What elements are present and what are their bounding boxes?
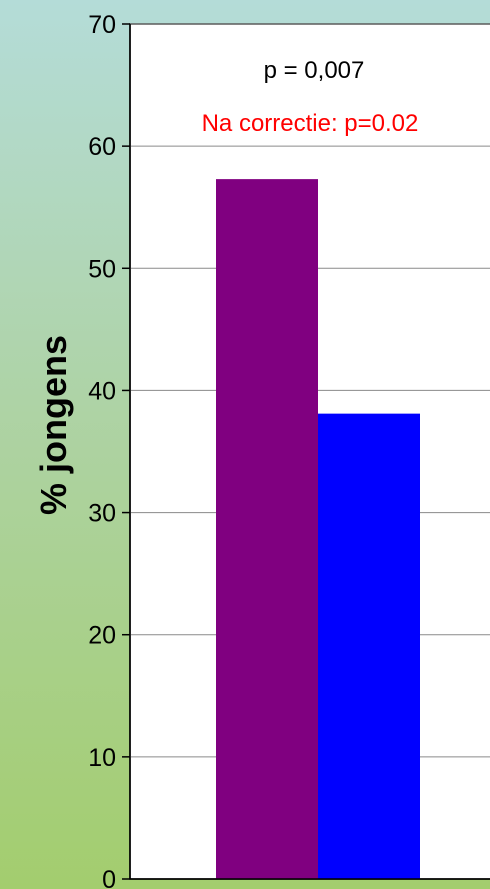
correction-annotation: Na correctie: p=0.02 xyxy=(202,110,419,137)
y-tick-label: 30 xyxy=(88,500,116,528)
y-axis-label: % jongens xyxy=(33,335,74,515)
y-axis-ticks: 0 10 20 30 40 50 60 70 xyxy=(88,11,130,889)
bar-1 xyxy=(216,179,318,879)
y-tick-label: 50 xyxy=(88,255,116,283)
y-tick-label: 20 xyxy=(88,622,116,650)
y-tick-label: 10 xyxy=(88,744,116,772)
y-tick-label: 60 xyxy=(88,133,116,161)
y-tick-label: 70 xyxy=(88,11,116,39)
bars xyxy=(216,179,420,879)
p-value-annotation: p = 0,007 xyxy=(264,57,365,84)
y-tick-label: 0 xyxy=(102,866,116,889)
bar-2 xyxy=(318,413,420,879)
y-tick-label: 40 xyxy=(88,377,116,405)
